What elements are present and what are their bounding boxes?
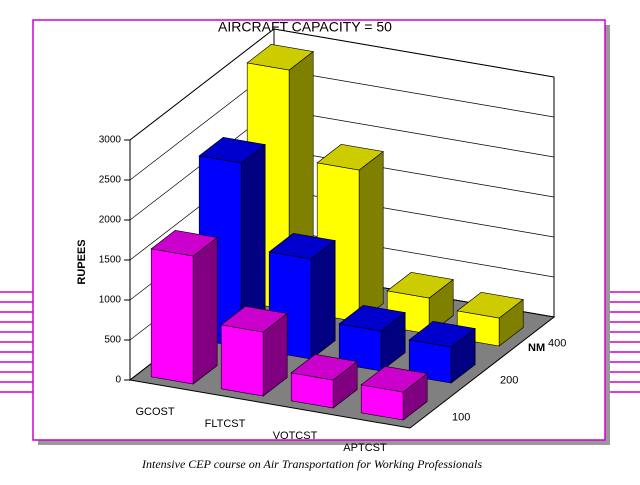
bar bbox=[290, 354, 358, 409]
y-tick-label: 2000 bbox=[99, 215, 122, 226]
bar bbox=[220, 306, 288, 397]
depth-tick-label: 200 bbox=[500, 374, 518, 386]
y-tick-label: 2500 bbox=[99, 175, 122, 186]
grid-line bbox=[129, 28, 555, 141]
x-tick-label: VOTCST bbox=[273, 430, 318, 442]
bar-side bbox=[310, 239, 336, 360]
y-tick-label: 1500 bbox=[99, 255, 122, 266]
x-tick-label: FLTCST bbox=[205, 418, 246, 430]
bar-top bbox=[290, 354, 358, 381]
depth-tick-label: 100 bbox=[452, 411, 470, 423]
bar bbox=[360, 366, 428, 421]
bar-top bbox=[198, 137, 266, 164]
bar bbox=[150, 230, 218, 385]
x-tick-label: APTCST bbox=[343, 442, 387, 454]
bar-top bbox=[338, 305, 406, 332]
bar-top bbox=[408, 321, 476, 348]
bar bbox=[338, 305, 406, 372]
bar-top bbox=[220, 306, 288, 333]
bar bbox=[456, 292, 524, 347]
bar-top bbox=[386, 272, 454, 299]
y-tick-label: 3000 bbox=[99, 135, 122, 146]
bar-top bbox=[456, 292, 524, 319]
decor bbox=[0, 291, 640, 393]
footer: Intensive CEP course on Air Transportati… bbox=[141, 457, 482, 471]
bar-top bbox=[150, 230, 218, 257]
depth-tick-label: 400 bbox=[548, 337, 566, 349]
depth-axis-label: NM bbox=[528, 342, 545, 354]
bar-top bbox=[268, 233, 336, 260]
y-axis-label: RUPEES bbox=[76, 239, 88, 284]
bar-front bbox=[220, 324, 264, 397]
bar-top bbox=[246, 44, 314, 71]
y-tick-label: 0 bbox=[115, 375, 121, 386]
bar-front bbox=[150, 248, 194, 385]
x-tick-label: GCOST bbox=[135, 406, 174, 418]
chart-title: AIRCRAFT CAPACITY = 50 bbox=[218, 19, 392, 35]
y-tick-label: 500 bbox=[104, 335, 121, 346]
bar-top bbox=[360, 366, 428, 393]
bar-side bbox=[192, 236, 218, 385]
bar-top bbox=[316, 144, 384, 171]
y-tick-label: 1000 bbox=[99, 295, 122, 306]
bar-side bbox=[358, 150, 384, 323]
